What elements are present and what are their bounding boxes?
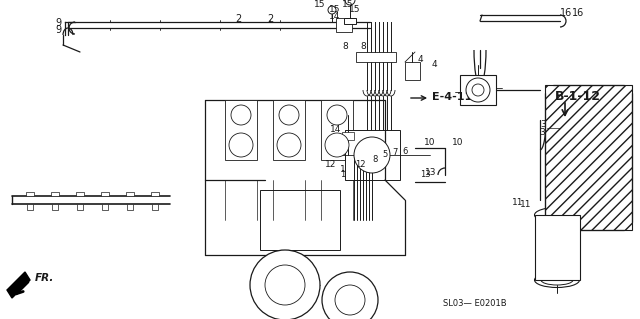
Text: 8: 8	[372, 155, 378, 164]
Text: 15: 15	[329, 5, 340, 14]
Circle shape	[345, 0, 355, 5]
Bar	[52, 204, 58, 210]
Text: 8: 8	[342, 42, 348, 51]
Bar	[102, 204, 108, 210]
Bar	[535, 215, 580, 280]
Text: 2: 2	[267, 14, 273, 24]
Text: 13: 13	[420, 170, 431, 179]
Bar	[127, 204, 133, 210]
Circle shape	[325, 133, 349, 157]
Text: E-4-11: E-4-11	[432, 92, 472, 102]
Text: 16: 16	[572, 8, 584, 18]
Text: 11: 11	[512, 198, 524, 207]
Text: 15: 15	[314, 0, 326, 9]
Bar	[77, 204, 83, 210]
Bar	[101, 192, 109, 196]
Circle shape	[328, 6, 336, 14]
Text: 5: 5	[382, 150, 387, 159]
Text: 4: 4	[432, 60, 438, 69]
Text: 10: 10	[424, 138, 436, 147]
Text: 14: 14	[330, 12, 340, 21]
Text: 9: 9	[55, 25, 61, 35]
Text: 8: 8	[360, 42, 365, 51]
Bar	[545, 85, 632, 230]
Text: 16: 16	[560, 8, 572, 18]
Bar	[342, 132, 354, 140]
Text: 4: 4	[418, 55, 424, 64]
Text: 3: 3	[540, 128, 545, 137]
Polygon shape	[7, 272, 30, 298]
Text: SL03— E0201B: SL03— E0201B	[443, 299, 507, 308]
Bar	[460, 75, 496, 105]
Circle shape	[250, 250, 320, 319]
Bar	[273, 100, 305, 160]
Bar	[152, 204, 158, 210]
Text: B-1-12: B-1-12	[555, 90, 601, 103]
Polygon shape	[405, 62, 420, 80]
Circle shape	[322, 272, 378, 319]
Circle shape	[327, 105, 347, 125]
Bar	[336, 18, 352, 32]
Bar	[27, 204, 33, 210]
Text: FR.: FR.	[35, 273, 54, 283]
Text: 11: 11	[520, 200, 531, 209]
Bar	[225, 100, 257, 160]
Ellipse shape	[534, 207, 579, 222]
Text: 7: 7	[392, 148, 397, 157]
Text: 10: 10	[452, 138, 463, 147]
Bar	[344, 18, 356, 24]
Text: 14: 14	[330, 125, 341, 134]
Text: 6: 6	[402, 147, 408, 156]
Bar	[356, 52, 396, 62]
Text: 15: 15	[349, 5, 361, 14]
Bar	[321, 100, 353, 160]
Text: 9: 9	[55, 18, 61, 28]
Text: 3: 3	[540, 120, 546, 129]
Circle shape	[335, 285, 365, 315]
Bar	[76, 192, 84, 196]
Circle shape	[229, 133, 253, 157]
Circle shape	[265, 265, 305, 305]
Bar	[51, 192, 59, 196]
Ellipse shape	[541, 275, 573, 285]
Circle shape	[277, 133, 301, 157]
Bar	[26, 192, 34, 196]
Text: 13: 13	[425, 168, 436, 177]
Text: 15: 15	[342, 0, 353, 9]
Text: 12: 12	[325, 160, 337, 169]
Bar	[126, 192, 134, 196]
Circle shape	[472, 84, 484, 96]
Circle shape	[354, 137, 390, 173]
Text: 12: 12	[355, 160, 365, 169]
Ellipse shape	[534, 272, 579, 287]
Bar	[151, 192, 159, 196]
Bar	[260, 190, 340, 250]
Circle shape	[231, 105, 251, 125]
Circle shape	[279, 105, 299, 125]
Bar	[345, 130, 400, 180]
Text: 1: 1	[340, 165, 346, 174]
Text: 1: 1	[340, 170, 345, 179]
Text: 2: 2	[235, 14, 241, 24]
Circle shape	[466, 78, 490, 102]
